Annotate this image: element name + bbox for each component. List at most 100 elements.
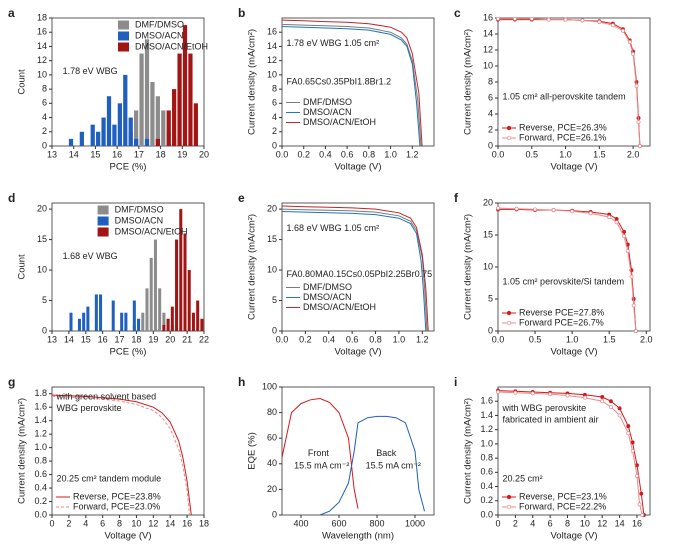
marker bbox=[551, 208, 556, 212]
marker bbox=[626, 431, 631, 436]
marker bbox=[607, 215, 612, 220]
marker bbox=[610, 23, 615, 28]
x-tick-label: 16 bbox=[98, 334, 108, 344]
y-tick-label: 1.0 bbox=[34, 442, 47, 452]
y-tick-label: 0 bbox=[42, 325, 47, 335]
y-tick-label: 8 bbox=[488, 76, 493, 86]
marker bbox=[600, 399, 605, 404]
panel: c 0.0 0.5 1.0 1.5 2.0 0 2 4 6 8 10 12 14 16 Voltage (V)… bbox=[454, 6, 651, 173]
y-tick-label: 0.6 bbox=[480, 467, 493, 477]
legend-label: Forward, PCE=23.0% bbox=[73, 501, 160, 511]
bar bbox=[196, 300, 200, 331]
marker bbox=[597, 20, 602, 24]
y-axis-title: EQE (%) bbox=[247, 432, 258, 469]
legend-label: DMSO/ACN bbox=[303, 107, 352, 117]
y-tick-label: 16 bbox=[483, 12, 493, 22]
y-tick-label: 0.2 bbox=[34, 496, 47, 506]
x-tick-label: 13 bbox=[47, 334, 57, 344]
x-tick-label: 17 bbox=[115, 334, 125, 344]
bar bbox=[155, 96, 160, 146]
y-tick-label: 40 bbox=[267, 458, 277, 468]
annotation: Back bbox=[376, 448, 397, 458]
bar bbox=[149, 257, 153, 331]
marker bbox=[635, 473, 639, 478]
curve bbox=[281, 211, 427, 332]
legend-label: Reverse, PCE=26.3% bbox=[519, 122, 607, 132]
y-tick-label: 2 bbox=[488, 124, 493, 134]
bar bbox=[187, 270, 191, 331]
legend-label: DMSO/ACN/EtOH bbox=[303, 302, 376, 312]
marker bbox=[614, 220, 619, 225]
annotation: 15.5 mA cm⁻² bbox=[366, 461, 421, 471]
x-tick-label: 20 bbox=[199, 149, 209, 159]
annotation: 1.78 eV WBG 1.05 cm² bbox=[287, 38, 380, 48]
marker bbox=[614, 217, 619, 221]
bar bbox=[175, 239, 179, 331]
x-axis-title: PCE (%) bbox=[110, 347, 147, 358]
bar bbox=[134, 138, 139, 146]
annotation: 1.78 eV WBG bbox=[63, 66, 118, 76]
panel: h 400 600 800 1000 0 20 40 60 80 100 Wavelength (nm… bbox=[238, 375, 435, 542]
marker bbox=[617, 406, 622, 411]
x-tick-label: 0.2 bbox=[299, 334, 312, 344]
marker bbox=[634, 84, 639, 88]
panel-letter: a bbox=[8, 6, 15, 20]
marker bbox=[627, 40, 632, 44]
y-tick-label: 14 bbox=[483, 28, 493, 38]
y-tick-label: 16 bbox=[267, 27, 277, 37]
y-tick-label: 0 bbox=[272, 140, 277, 150]
x-axis-title: Voltage (V) bbox=[551, 162, 598, 173]
bar bbox=[132, 300, 136, 331]
y-axis-title: Count bbox=[17, 254, 28, 280]
bar bbox=[182, 25, 188, 146]
legend-marker bbox=[506, 135, 512, 141]
y-tick-label: 10 bbox=[37, 69, 47, 79]
marker bbox=[631, 303, 636, 308]
annotation: with green solvent based bbox=[56, 392, 157, 402]
marker bbox=[565, 393, 570, 398]
y-tick-label: 0 bbox=[42, 140, 47, 150]
legend-swatch bbox=[97, 227, 109, 237]
legend-marker bbox=[506, 494, 512, 500]
legend-label: DMSO/ACN/EtOH bbox=[135, 41, 208, 51]
x-tick-label: 1.0 bbox=[566, 334, 579, 344]
x-tick-label: 16 bbox=[112, 149, 122, 159]
y-tick-label: 10 bbox=[267, 69, 277, 79]
legend-label: DMF/DMSO bbox=[303, 282, 352, 292]
marker bbox=[639, 491, 644, 496]
y-tick-label: 15 bbox=[483, 229, 493, 239]
marker bbox=[514, 206, 519, 211]
bar bbox=[68, 138, 74, 146]
bar bbox=[144, 39, 150, 147]
annotation: 1.05 cm² perovskite/Si tandem bbox=[503, 277, 625, 287]
legend-label: Forward, PCE=22.2% bbox=[519, 501, 606, 511]
y-tick-label: 12 bbox=[483, 44, 493, 54]
x-axis-title: Voltage (V) bbox=[105, 531, 152, 542]
panel: b 0.0 0.2 0.4 0.6 0.8 1.0 1.2 0 2 4 6 8 10 12 14 16 Volta… bbox=[238, 6, 435, 173]
y-tick-label: 14 bbox=[267, 41, 277, 51]
y-axis-title: Current density (mA/cm²) bbox=[247, 214, 258, 320]
plot-frame bbox=[497, 386, 651, 516]
y-tick-label: 12 bbox=[267, 55, 277, 65]
bar bbox=[86, 306, 90, 331]
y-tick-label: 6 bbox=[42, 98, 47, 108]
panel: e 0.0 0.2 0.4 0.6 0.8 1.0 1.2 0 5 10 15 20 Voltage (V… bbox=[238, 191, 435, 358]
bar bbox=[96, 131, 101, 146]
bar bbox=[144, 138, 150, 146]
y-tick-label: 100 bbox=[262, 381, 277, 391]
legend-swatch bbox=[97, 205, 109, 215]
annotation: Front bbox=[308, 448, 330, 458]
y-axis-title: Count bbox=[17, 69, 28, 95]
bar bbox=[172, 89, 177, 146]
y-tick-label: 0 bbox=[272, 509, 277, 519]
x-tick-label: 600 bbox=[331, 518, 346, 528]
y-tick-label: 0 bbox=[488, 325, 493, 335]
panel: f 0.0 0.5 1.0 1.5 2.0 0 5 10 15 20 Voltage (V) Curre… bbox=[454, 191, 653, 357]
bar bbox=[99, 294, 103, 331]
x-tick-label: 14 bbox=[165, 518, 175, 528]
x-tick-label: 1.0 bbox=[559, 149, 572, 159]
panel-letter: c bbox=[454, 6, 461, 20]
y-tick-label: 15 bbox=[37, 234, 47, 244]
x-tick-label: 16 bbox=[182, 518, 192, 528]
x-tick-label: 400 bbox=[293, 518, 308, 528]
